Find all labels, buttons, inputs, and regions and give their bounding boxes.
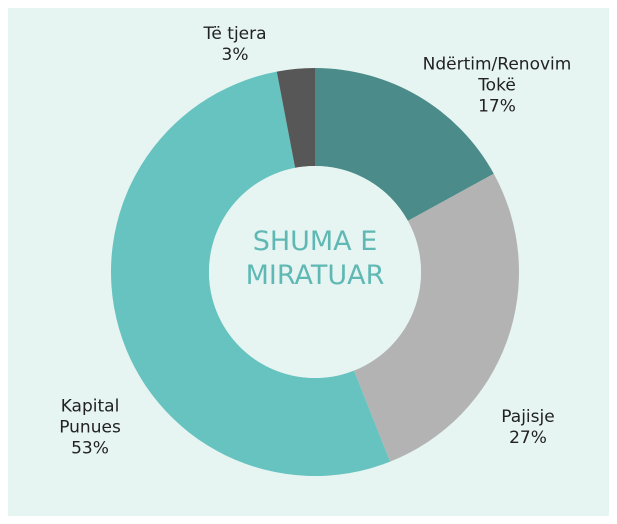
value-label: 3% bbox=[221, 45, 249, 65]
slice bbox=[315, 68, 494, 221]
category-label: Kapital Punues bbox=[59, 396, 121, 438]
slice-label: Pajisje 27% bbox=[478, 407, 578, 449]
value-label: 27% bbox=[509, 428, 547, 448]
hole bbox=[209, 166, 421, 378]
value-label: 53% bbox=[71, 438, 109, 459]
slice-label: Të tjera 3% bbox=[165, 24, 305, 66]
slice bbox=[276, 68, 315, 168]
center-text: SHUMA E MIRATUAR bbox=[245, 226, 385, 291]
category-label: Pajisje bbox=[501, 407, 555, 427]
category-label: Ndërtim/Renovim Tokë bbox=[422, 54, 572, 96]
slice bbox=[111, 71, 391, 476]
slice-label: Kapital Punues 53% bbox=[45, 397, 135, 460]
slice-label: Ndërtim/Renovim Tokë 17% bbox=[410, 55, 585, 118]
value-label: 17% bbox=[478, 96, 516, 117]
category-label: Të tjera bbox=[203, 24, 267, 44]
slice bbox=[354, 173, 520, 462]
